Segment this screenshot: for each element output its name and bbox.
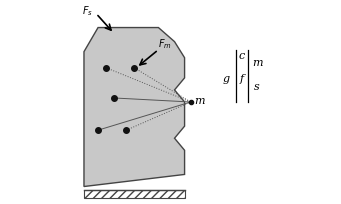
- Bar: [84, 190, 184, 198]
- Text: f: f: [239, 74, 243, 84]
- Polygon shape: [84, 28, 184, 186]
- Text: $F_m$: $F_m$: [159, 37, 172, 51]
- Text: s: s: [254, 82, 260, 92]
- Text: m: m: [252, 58, 262, 68]
- Text: c: c: [238, 51, 244, 61]
- Text: g: g: [222, 74, 229, 84]
- Text: $F_s$: $F_s$: [82, 4, 93, 18]
- Text: m: m: [195, 96, 205, 106]
